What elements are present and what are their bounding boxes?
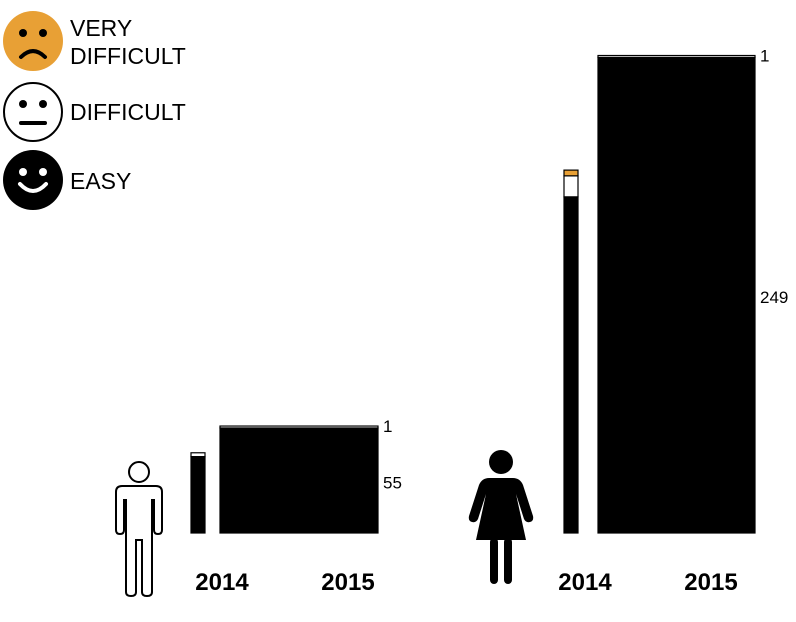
man-icon <box>115 461 163 598</box>
bar-segment-easy-2014 <box>190 456 206 534</box>
year-label-2015: 2015 <box>684 569 737 596</box>
legend-label-very-difficult-line2: DIFFICULT <box>70 43 186 69</box>
frown-face-icon <box>3 11 63 71</box>
data-label-difficult-2015: 1 <box>383 417 392 436</box>
year-label-2015: 2015 <box>321 569 374 596</box>
bar-segment-difficult-2015 <box>219 425 379 429</box>
bar-segment-difficult-2014 <box>190 452 206 458</box>
year-label-2014: 2014 <box>558 569 612 596</box>
legend-label-difficult: DIFFICULT <box>70 99 186 125</box>
legend-label-very-difficult-line1: VERY <box>70 15 132 41</box>
bar-segment-easy-2015 <box>597 56 756 534</box>
year-label-2014: 2014 <box>195 569 249 596</box>
bar-segment-easy-2015 <box>219 427 379 534</box>
bars-layer: 2014 2015 1 55 2014 2015 1 249 <box>190 47 788 596</box>
neutral-face-icon <box>3 82 63 142</box>
data-label-easy-2015: 249 <box>760 288 788 307</box>
bar-segment-very-difficult-2014 <box>563 169 579 177</box>
data-label-easy-2015: 55 <box>383 473 402 492</box>
smile-face-icon <box>3 150 63 210</box>
bar-segment-difficult-2014 <box>563 175 579 198</box>
woman-icon <box>468 450 534 584</box>
bar-segment-difficult-2015 <box>597 54 756 59</box>
legend: VERY DIFFICULT DIFFICULT EASY <box>3 11 186 210</box>
legend-label-easy: EASY <box>70 168 131 194</box>
data-label-difficult-2015: 1 <box>760 47 769 66</box>
bar-segment-easy-2014 <box>563 196 579 534</box>
